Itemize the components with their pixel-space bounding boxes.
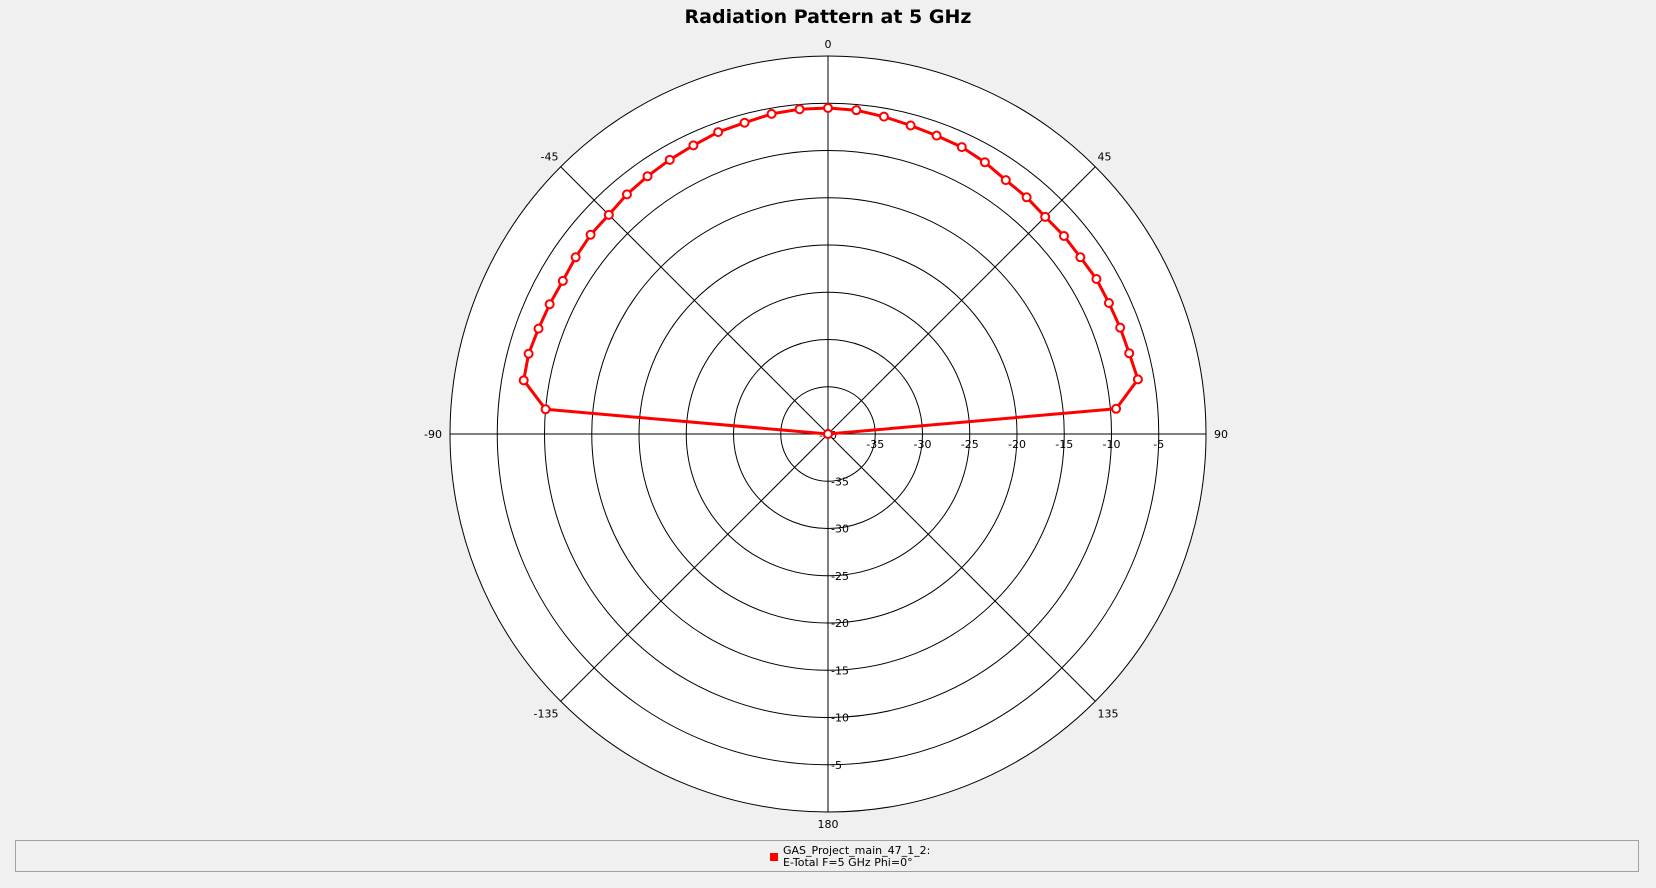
data-point [603, 209, 614, 220]
data-point [878, 111, 889, 122]
data-point [1040, 211, 1051, 222]
legend: GAS_Project_main_47_1_2: E-Total F=5 GHz… [15, 840, 1639, 872]
radial-label-down--25: -25 [831, 570, 849, 583]
angle-label--45: -45 [541, 150, 559, 163]
data-point [585, 229, 596, 240]
angle-label--90: -90 [424, 428, 442, 441]
data-point [540, 404, 551, 415]
data-point [664, 154, 675, 165]
radial-label-down--10: -10 [831, 712, 849, 725]
radial-label-down--30: -30 [831, 523, 849, 536]
data-point [570, 252, 581, 263]
data-point [533, 323, 544, 334]
data-point [1021, 192, 1032, 203]
data-point [1058, 230, 1069, 241]
data-point [766, 108, 777, 119]
angle-label-45: 45 [1098, 150, 1112, 163]
spoke-135 [827, 433, 1096, 702]
series-layer [518, 102, 1143, 439]
data-point [557, 275, 568, 286]
data-point [823, 102, 833, 113]
spoke-45 [827, 166, 1096, 435]
data-point [713, 127, 724, 138]
data-point [739, 117, 750, 128]
spoke--45 [560, 166, 829, 435]
data-point [1103, 298, 1114, 309]
data-point [523, 348, 534, 359]
chart-title: Radiation Pattern at 5 GHz [684, 6, 972, 28]
data-point [823, 429, 833, 439]
tick-labels: 0 45 90 135 180 -135 -90 -45 -35 -35 -30 -30 -25 -25 -… [424, 38, 1228, 831]
data-point [1000, 175, 1011, 186]
radial-label-right--5: -5 [1153, 438, 1164, 451]
data-point [1075, 252, 1086, 263]
radial-label-down--20: -20 [831, 617, 849, 630]
angle-label-180: 180 [818, 818, 839, 831]
data-point [1091, 274, 1102, 285]
data-point [1132, 374, 1143, 385]
radial-label-down--15: -15 [831, 664, 849, 677]
legend-swatch [770, 853, 778, 861]
data-point [851, 105, 862, 116]
radial-label-right--20: -20 [1008, 438, 1026, 451]
data-point [544, 299, 555, 310]
legend-entry: GAS_Project_main_47_1_2: E-Total F=5 GHz… [783, 845, 930, 869]
radial-label-down--5: -5 [831, 759, 842, 772]
radial-label-right--25: -25 [961, 438, 979, 451]
data-point [621, 189, 632, 200]
data-point [905, 120, 916, 131]
angle-label--135: -135 [534, 708, 559, 721]
radial-label-right--10: -10 [1103, 438, 1121, 451]
legend-line-1: GAS_Project_main_47_1_2: [783, 844, 931, 857]
angle-label-0: 0 [825, 38, 832, 51]
angle-label-90: 90 [1214, 428, 1228, 441]
data-point [794, 104, 805, 115]
data-point [1111, 403, 1122, 414]
data-point [931, 130, 942, 141]
data-point [642, 171, 653, 182]
radial-label-down--35: -35 [831, 475, 849, 488]
radial-label-right--35: -35 [866, 438, 884, 451]
data-point [956, 142, 967, 153]
data-point [1124, 348, 1135, 359]
spoke--135 [560, 433, 829, 702]
data-point [518, 375, 529, 386]
data-point [979, 157, 990, 168]
legend-line-2: E-Total F=5 GHz Phi=0° [783, 856, 913, 869]
data-point [1115, 322, 1126, 333]
data-point [688, 140, 699, 151]
radial-label-right--15: -15 [1055, 438, 1073, 451]
radial-label-right--30: -30 [914, 438, 932, 451]
angle-label-135: 135 [1098, 708, 1119, 721]
